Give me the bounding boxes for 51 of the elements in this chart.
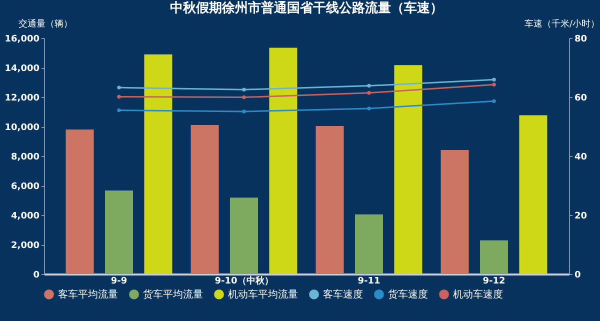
point [492,82,496,86]
legend-label: 货车平均流量 [143,288,203,300]
y-tick-label: 2,000 [11,241,40,251]
y2-tick-label: 60 [574,94,588,104]
legend-label: 客车速度 [323,288,363,300]
bar [355,214,383,274]
point [492,78,496,82]
bar [190,125,219,274]
x-tick-label: 9-9 [110,276,128,286]
y-tick-label: 12,000 [4,94,40,104]
y2-tick-label: 0 [574,270,581,280]
y-tick-label: 4,000 [11,212,40,222]
point [492,99,496,103]
legend-label: 机动车平均流量 [228,288,298,300]
bar [269,48,298,274]
bar [144,54,172,274]
point [242,95,246,100]
x-tick-label: 9-12 [482,276,506,286]
y2-axis-title: 车速（千米/小时） [524,18,600,30]
point [117,94,121,99]
point [242,110,246,114]
point [242,88,246,92]
y-tick-label: 10,000 [4,123,40,133]
point [117,108,121,112]
legend-label: 货车速度 [388,288,428,300]
y-tick-label: 16,000 [4,34,40,44]
x-tick-label: 9-11 [358,276,380,286]
y-tick-label: 0 [33,270,40,280]
bar [440,150,469,274]
legend-label: 机动车速度 [453,288,503,300]
bar [394,65,422,274]
bar [480,240,508,274]
bar [519,115,548,274]
chart-title: 中秋假期徐州市普通国省干线公路流量（车速） [170,0,443,16]
legend-label: 客车平均流量 [58,288,118,300]
bar [316,126,344,274]
y-tick-label: 6,000 [11,182,40,192]
y2-tick-label: 40 [574,152,588,162]
point [367,91,371,95]
y-tick-label: 8,000 [11,152,40,162]
y-tick-label: 14,000 [4,64,40,74]
bar [66,129,94,274]
bar [230,198,258,274]
y2-tick-label: 80 [574,34,588,44]
point [117,86,121,90]
y-axis-title: 交通量（辆） [18,18,72,30]
y2-tick-label: 20 [574,212,588,222]
point [367,84,371,88]
x-tick-label: 9-10（中秋） [214,276,274,286]
bar [105,190,133,274]
point [367,106,371,110]
